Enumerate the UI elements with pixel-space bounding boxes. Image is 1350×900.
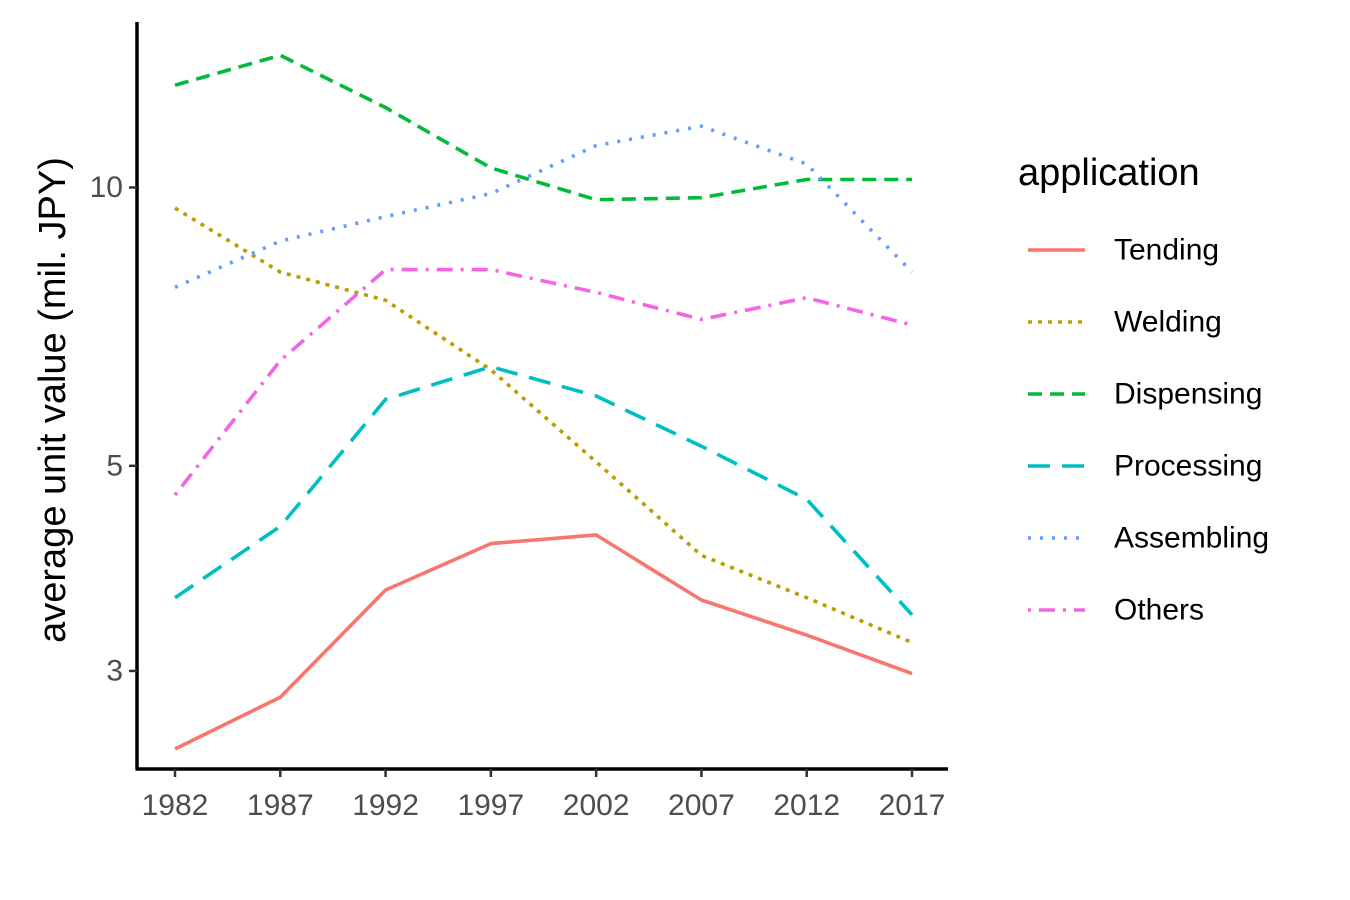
- axes: 3 5 10 1982 1987 1992 1997 2002 2007 2012 2017: [90, 22, 948, 822]
- legend-label: Dispensing: [1114, 378, 1262, 411]
- legend-label: Others: [1114, 594, 1204, 627]
- y-axis-title: average unit value (mil. JPY): [32, 157, 74, 643]
- legend-item-processing: Processing: [1028, 450, 1262, 483]
- y-tick-label: 10: [90, 171, 123, 204]
- legend-label: Welding: [1114, 306, 1222, 339]
- y-tick-label: 5: [106, 449, 123, 482]
- x-tick-label: 2007: [668, 789, 735, 822]
- series-line-welding: [174, 206, 913, 645]
- series-line-tending: [174, 533, 913, 751]
- x-tick-label: 1987: [247, 789, 314, 822]
- series-line-assembling: [174, 124, 914, 289]
- legend-item-tending: Tending: [1028, 234, 1219, 267]
- legend-label: Processing: [1114, 450, 1262, 483]
- legend-title: application: [1018, 152, 1200, 194]
- legend: application Tending Welding Dispensing Proc…: [1018, 152, 1269, 627]
- legend-label: Assembling: [1114, 522, 1269, 555]
- series-line-processing: [173, 364, 914, 617]
- legend-label: Tending: [1114, 234, 1219, 267]
- series-line-others: [173, 267, 913, 497]
- x-tick-label: 2017: [879, 789, 946, 822]
- x-tick-label: 1992: [352, 789, 419, 822]
- x-tick-label: 2012: [773, 789, 840, 822]
- x-tick-label: 2002: [563, 789, 630, 822]
- x-tick-label: 1982: [142, 789, 209, 822]
- x-tick-label: 1997: [457, 789, 524, 822]
- y-tick-label: 3: [106, 654, 123, 687]
- y-axis-title-group: average unit value (mil. JPY): [32, 157, 74, 643]
- plot-area: [173, 53, 914, 751]
- legend-item-assembling: Assembling: [1028, 522, 1269, 555]
- legend-item-dispensing: Dispensing: [1028, 378, 1262, 411]
- series-line-dispensing: [174, 53, 912, 202]
- legend-item-others: Others: [1028, 594, 1204, 627]
- legend-item-welding: Welding: [1028, 306, 1222, 339]
